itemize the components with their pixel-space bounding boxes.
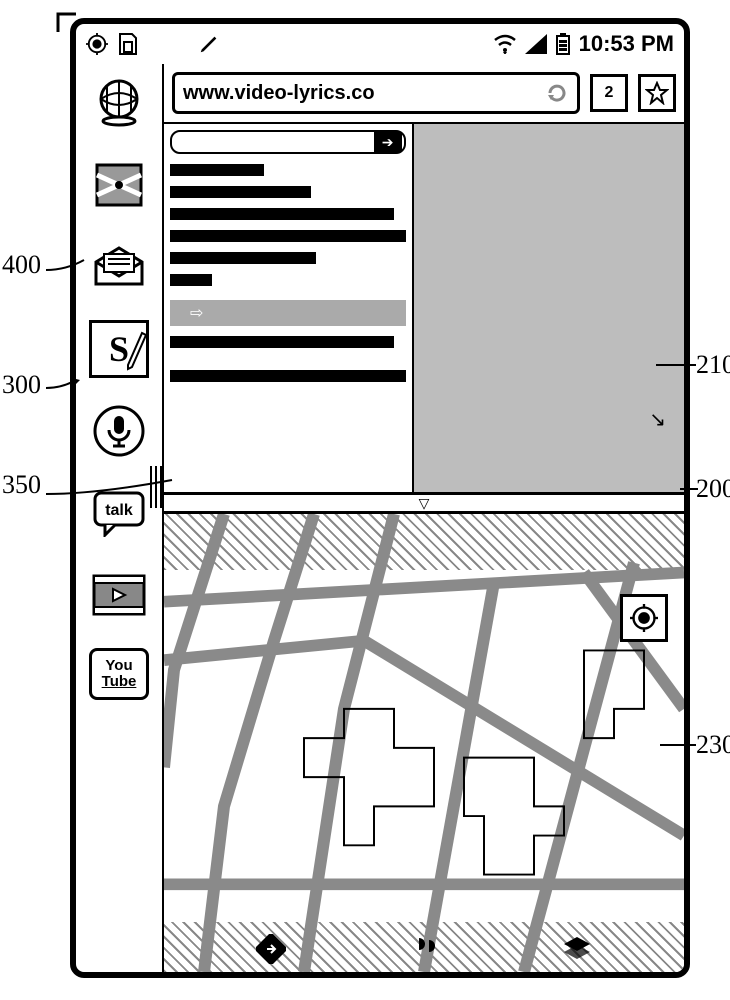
clock: 10:53 PM (579, 31, 674, 57)
youtube-line2: Tube (102, 674, 137, 691)
action-strip[interactable]: ⇨ (170, 300, 406, 326)
layers-icon (562, 934, 592, 964)
tray-youtube[interactable]: You Tube (89, 648, 149, 700)
content-bar (170, 230, 406, 242)
leader-230 (660, 744, 696, 746)
callout-300: 300 (2, 370, 41, 400)
browser-toolbar: www.video-lyrics.co 2 (164, 64, 684, 122)
directions-button[interactable] (254, 932, 288, 966)
youtube-line1: You (105, 658, 132, 675)
callout-200: 200 (696, 474, 730, 504)
address-bar[interactable]: www.video-lyrics.co (172, 72, 580, 114)
callout-400: 400 (2, 250, 41, 280)
split-divider[interactable]: ▽ (164, 492, 684, 514)
map-toolbar (164, 932, 684, 966)
browser-sidebar: ➔ ⇨ (164, 124, 414, 492)
signal-icon (525, 34, 547, 54)
gps-icon (86, 33, 108, 55)
leader-210 (656, 364, 696, 366)
tray-video[interactable] (89, 566, 149, 624)
corner-bracket (56, 12, 78, 34)
content-bar (170, 370, 406, 382)
go-button[interactable]: ➔ (374, 132, 402, 152)
content-bar (170, 274, 212, 286)
arrow-icon: ⇨ (190, 303, 203, 323)
locate-button[interactable] (620, 594, 668, 642)
tray-maps[interactable] (89, 156, 149, 214)
directions-icon (256, 934, 286, 964)
tray-globe[interactable] (89, 74, 149, 132)
leader-300 (46, 378, 80, 392)
battery-icon (555, 33, 571, 55)
sim-icon (118, 32, 138, 56)
main-area: www.video-lyrics.co 2 (164, 64, 684, 972)
mic-icon (92, 404, 146, 458)
content-bar (170, 208, 394, 220)
map-pane[interactable] (164, 514, 684, 972)
places-button[interactable] (407, 932, 441, 966)
layers-button[interactable] (560, 932, 594, 966)
content-bar (170, 186, 311, 198)
leader-350 (46, 476, 176, 500)
tray-voice[interactable] (89, 402, 149, 460)
mini-search[interactable]: ➔ (170, 130, 406, 154)
leader-400 (46, 258, 86, 276)
browser-content[interactable]: ↘ (414, 124, 684, 492)
bookmark-button[interactable] (638, 74, 676, 112)
tray-snote[interactable]: S (89, 320, 149, 378)
wifi-icon (493, 34, 517, 54)
refresh-icon[interactable] (545, 81, 569, 105)
content-bar (170, 164, 264, 176)
pen-overlay-icon (124, 329, 150, 373)
browser-pane: ➔ ⇨ ↘ (164, 122, 684, 492)
tab-count-value: 2 (605, 84, 614, 102)
callout-350: 350 (2, 470, 41, 500)
locate-icon (630, 604, 658, 632)
maps-icon (93, 161, 145, 209)
places-icon (409, 934, 439, 964)
tray-mail[interactable] (89, 238, 149, 296)
tab-count[interactable]: 2 (590, 74, 628, 112)
map-roads (164, 514, 684, 972)
chevron-down-icon: ▽ (419, 495, 430, 512)
globe-icon (93, 77, 145, 129)
mail-icon (92, 246, 146, 288)
app-tray: S talk You Tube (76, 64, 164, 972)
leader-marker: ↘ (649, 407, 666, 432)
callout-230: 230 (696, 730, 730, 760)
leader-200 (680, 488, 698, 490)
pen-icon (198, 33, 220, 55)
status-bar: 10:53 PM (76, 24, 684, 64)
arrow-right-icon: ➔ (382, 134, 394, 151)
content-bar (170, 336, 394, 348)
svg-text:talk: talk (105, 502, 133, 519)
star-icon (645, 81, 669, 105)
video-icon (91, 573, 147, 617)
url-text: www.video-lyrics.co (183, 82, 537, 105)
callout-210: 210 (696, 350, 730, 380)
content-bar (170, 252, 316, 264)
